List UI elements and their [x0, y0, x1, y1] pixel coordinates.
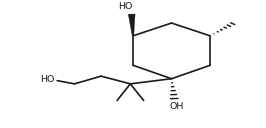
Text: HO: HO: [40, 76, 55, 84]
Text: HO: HO: [118, 2, 132, 11]
Polygon shape: [128, 14, 135, 36]
Text: OH: OH: [170, 102, 184, 111]
